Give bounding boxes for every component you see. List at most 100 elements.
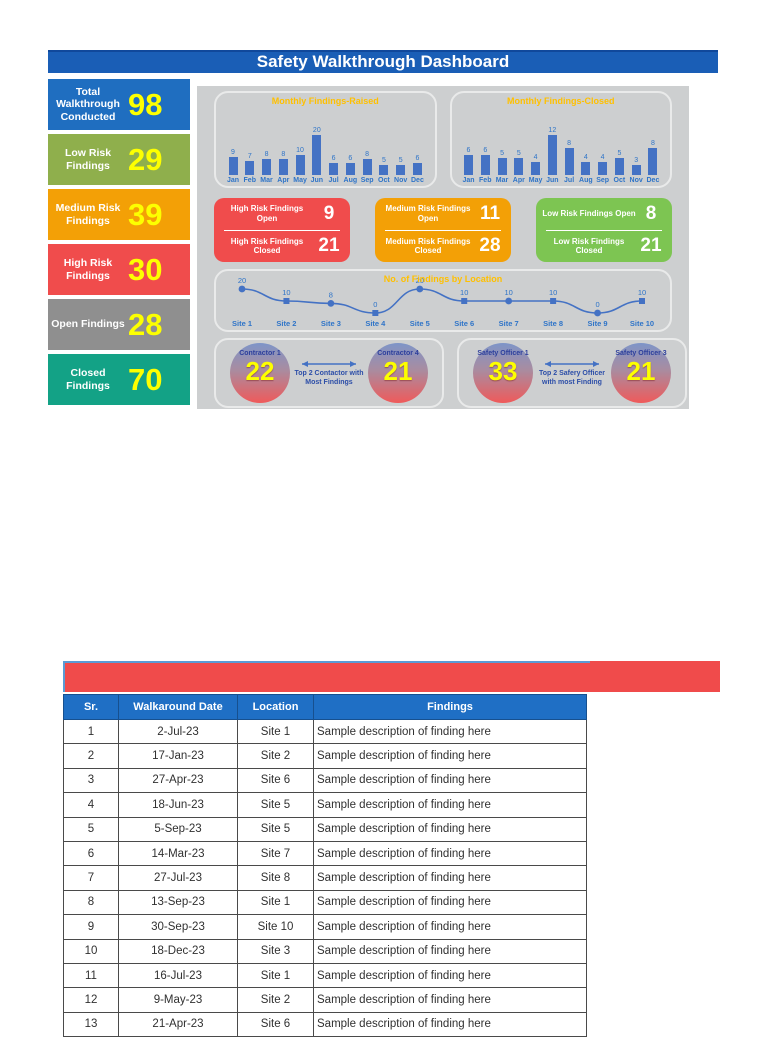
date-cell: 21-Apr-23 (118, 1011, 238, 1037)
sr-cell: 4 (63, 792, 119, 818)
location-cell: Site 1 (237, 889, 314, 916)
bar-column: 5 Nov (394, 157, 408, 184)
kpi-value: 70 (128, 361, 163, 397)
bar (614, 158, 624, 175)
bars-raised: 9 Jan 7 Feb 8 Mar 8 Apr 10 May 20 Jun 6 Jul 6 Aug 8 Sep 5 O… (224, 106, 427, 184)
findings-cell: Sample description of finding here (313, 767, 587, 794)
bar-value-label: 12 (548, 127, 557, 134)
bar-month-label: Jan (226, 177, 240, 184)
kpi-value: 30 (128, 251, 163, 287)
data-point-marker (639, 298, 645, 304)
contractor-caption: Top 2 Contactor with Most Findings (294, 370, 364, 386)
site-axis-label: Site 6 (454, 319, 474, 328)
chart-title-closed: Monthly Findings-Closed (507, 96, 615, 106)
risk-closed-value: 21 (318, 235, 340, 257)
location-line-chart-svg: 20 Site 1 10 Site 2 8 Site 3 0 Site 4 20 Site 5 10… (232, 276, 654, 328)
findings-by-location-chart: No. of Findings by Location 20 Site 1 10 Si… (214, 269, 672, 332)
findings-cell: Sample description of finding here (313, 816, 587, 842)
site-axis-label: Site 8 (543, 319, 563, 328)
bar-month-label: Oct (378, 177, 390, 184)
risk-boxes-row: High Risk Findings Open 9 High Risk Findin… (214, 198, 672, 262)
bar-value-label: 5 (398, 157, 403, 164)
date-cell: 14-Mar-23 (118, 840, 238, 867)
location-cell: Site 5 (237, 816, 314, 842)
data-point-label: 0 (373, 300, 377, 309)
findings-cell: Sample description of finding here (313, 718, 587, 745)
date-cell: 5-Sep-23 (118, 816, 238, 842)
kpi-card-4: Open Findings 28 (48, 299, 190, 350)
risk-open-value: 9 (323, 202, 335, 224)
table-header-cell: Sr. (63, 694, 119, 720)
location-cell: Site 10 (237, 914, 314, 940)
risk-open-half: High Risk Findings Open 9 (214, 198, 350, 230)
data-point-marker (505, 297, 513, 305)
top-performers-row: Contractor 1 22 Top 2 Contactor with Most … (214, 338, 687, 408)
contractor-value: 21 (383, 355, 413, 386)
officer-value: 33 (488, 355, 518, 386)
table-row: 3 27-Apr-23 Site 6 Sample description of fi… (63, 767, 587, 794)
table-header-cell: Location (237, 694, 314, 720)
bar-column: 6 Jul (327, 155, 341, 184)
findings-cell: Sample description of finding here (313, 914, 587, 940)
data-point-marker (283, 298, 290, 304)
date-cell: 27-Jul-23 (118, 865, 238, 891)
bar-column: 8 Jul (562, 140, 576, 184)
risk-open-value: 11 (479, 202, 501, 224)
table-row: 13 21-Apr-23 Site 6 Sample description of f… (63, 1011, 587, 1037)
bar-column: 7 Feb (243, 153, 257, 184)
risk-open-label: High Risk Findings Open (230, 204, 304, 223)
bar (514, 158, 524, 175)
risk-closed-label: Low Risk Findings Closed (553, 236, 625, 256)
bar-column: 9 Jan (226, 149, 240, 184)
data-point-marker (461, 298, 468, 304)
data-point-label: 8 (329, 290, 333, 299)
bar-month-label: Mar (260, 177, 273, 184)
bar (362, 159, 372, 175)
bars-closed: 6 Jan 6 Feb 5 Mar 5 Apr 4 May 12 Jun 8 Jul 4 Aug 4 Sep 5 Oc… (460, 106, 663, 184)
bar-column: 5 Apr (512, 150, 526, 184)
kpi-card-3: High Risk Findings 30 (48, 244, 190, 295)
kpi-label: Medium Risk Findings (55, 202, 121, 227)
bar-value-label: 6 (483, 147, 488, 154)
bar-month-label: Nov (629, 177, 643, 184)
findings-cell: Sample description of finding here (313, 987, 587, 1013)
risk-closed-label: High Risk Findings Closed (230, 236, 304, 256)
bar-value-label: 8 (650, 140, 655, 147)
date-cell: 27-Apr-23 (118, 767, 238, 794)
data-point-marker (238, 285, 246, 293)
officer-circle-1: Safety Officer 3 21 (611, 343, 671, 403)
risk-box-2: Low Risk Findings Open 8 Low Risk Findings… (536, 198, 672, 262)
table-row: 10 18-Dec-23 Site 3 Sample description of f… (63, 938, 587, 964)
location-cell: Site 3 (237, 938, 314, 964)
sr-cell: 13 (63, 1011, 119, 1037)
bar-value-label: 10 (296, 147, 304, 154)
bar-month-label: Dec (411, 177, 424, 184)
site-axis-label: Site 2 (276, 319, 296, 328)
site-axis-label: Site 7 (499, 319, 519, 328)
risk-divider (385, 229, 501, 231)
bar (480, 155, 490, 175)
data-point-label: 0 (595, 300, 599, 309)
bar (464, 155, 473, 175)
sr-cell: 10 (63, 938, 119, 964)
bar-value-label: 4 (583, 154, 588, 161)
bar-column: 3 Nov (629, 157, 643, 184)
double-arrow-icon (545, 361, 599, 368)
bar (379, 165, 389, 175)
location-cell: Site 6 (237, 1011, 314, 1037)
findings-table: Sr. Walkaround Date Location Findings 1 2-Ju… (63, 694, 587, 1037)
kpi-label: Open Findings (51, 318, 125, 331)
bar-value-label: 8 (365, 151, 370, 158)
bar-value-label: 7 (247, 153, 252, 160)
double-arrow-icon (302, 361, 356, 368)
table-row: 11 16-Jul-23 Site 1 Sample description of f… (63, 962, 587, 989)
bar (228, 157, 238, 175)
bar-value-label: 20 (312, 127, 321, 134)
kpi-card-0: Total Walkthrough Conducted 98 (48, 79, 190, 130)
bar-value-label: 4 (600, 154, 605, 161)
kpi-column: Total Walkthrough Conducted 98 Low Risk Fi… (48, 79, 190, 409)
site-axis-label: Site 10 (630, 319, 654, 328)
safety-dashboard: Safety Walkthrough Dashboard Total Walkt… (48, 50, 718, 409)
bar-month-label: Jun (546, 177, 559, 184)
findings-cell: Sample description of finding here (313, 792, 587, 818)
